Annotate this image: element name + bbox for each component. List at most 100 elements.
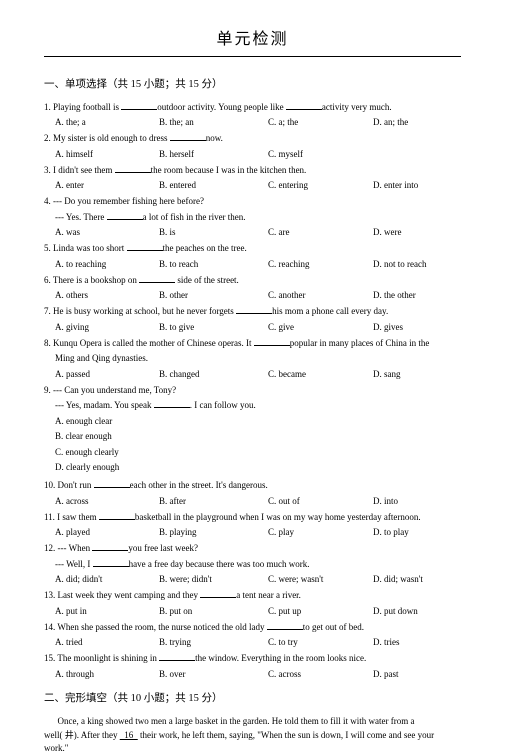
option: D. into (373, 495, 398, 509)
section2-heading: 二、完形填空（共 10 小题；共 15 分） (44, 691, 461, 707)
option: C. across (268, 668, 373, 682)
question-options: A. to reachingB. to reachC. reachingD. n… (55, 258, 461, 272)
option: B. is (159, 226, 268, 240)
question-stem: 6. There is a bookshop on side of the st… (44, 274, 461, 288)
question-3: 3. I didn't see them the room because I … (44, 164, 461, 193)
option: D. gives (373, 321, 403, 335)
option: D. the other (373, 289, 416, 303)
question-options: A. himselfB. herselfC. myself (55, 148, 461, 162)
question-14: 14. When she passed the room, the nurse … (44, 621, 461, 650)
passage-line: work." (44, 742, 461, 756)
option: A. was (55, 226, 159, 240)
question-stem: 5. Linda was too short the peaches on th… (44, 242, 461, 256)
question-13: 13. Last week they went camping and they… (44, 589, 461, 618)
option: B. entered (159, 179, 268, 193)
question-stem: 13. Last week they went camping and they… (44, 589, 461, 603)
question-stem-line: --- Yes. There a lot of fish in the rive… (55, 211, 461, 225)
option: A. across (55, 495, 159, 509)
question-stem-line: 4. --- Do you remember fishing here befo… (44, 195, 461, 209)
option: B. over (159, 668, 268, 682)
option: C. out of (268, 495, 373, 509)
option: C. to try (268, 636, 373, 650)
option: C. reaching (268, 258, 373, 272)
option: C. a; the (268, 116, 373, 130)
question-stem-line: --- Well, I have a free day because ther… (55, 558, 461, 572)
question-options: A. othersB. otherC. anotherD. the other (55, 289, 461, 303)
question-stem: 8. Kunqu Opera is called the mother of C… (44, 337, 461, 351)
title-rule (44, 56, 461, 57)
question-options: A. did; didn'tB. were; didn'tC. were; wa… (55, 573, 461, 587)
question-options: A. playedB. playingC. playD. to play (55, 526, 461, 540)
option: B. playing (159, 526, 268, 540)
option: B. the; an (159, 116, 268, 130)
question-options: A. throughB. overC. acrossD. past (55, 668, 461, 682)
option: D. were (373, 226, 402, 240)
option: A. through (55, 668, 159, 682)
question-1: 1. Playing football is outdoor activity.… (44, 101, 461, 130)
option: B. were; didn't (159, 573, 268, 587)
option: B. to give (159, 321, 268, 335)
option: C. play (268, 526, 373, 540)
question-stem: 11. I saw them basketball in the playgro… (44, 511, 461, 525)
question-12: 12. --- When you free last week? --- Well… (44, 542, 461, 587)
question-stem-line: --- Yes, madam. You speak . I can follow… (55, 399, 461, 413)
option: B. after (159, 495, 268, 509)
option: A. himself (55, 148, 159, 162)
question-options: A. enough clearB. clear enough C. enough … (55, 415, 461, 477)
option: A. the; a (55, 116, 159, 130)
passage-line: Once, a king showed two men a large bask… (44, 715, 461, 729)
option: C. put up (268, 605, 373, 619)
section1-heading: 一、单项选择（共 15 小题；共 15 分） (44, 77, 461, 93)
option: A. enough clear (55, 415, 268, 429)
option: B. to reach (159, 258, 268, 272)
option: B. trying (159, 636, 268, 650)
question-cont: Ming and Qing dynasties. (55, 352, 461, 366)
question-9: 9. --- Can you understand me, Tony?--- Y… (44, 384, 461, 477)
option: D. sang (373, 368, 401, 382)
question-stem: 7. He is busy working at school, but he … (44, 305, 461, 319)
question-stem: 2. My sister is old enough to dress now. (44, 132, 461, 146)
question-15: 15. The moonlight is shining in the wind… (44, 652, 461, 681)
option: C. are (268, 226, 373, 240)
option: A. did; didn't (55, 573, 159, 587)
option: C. were; wasn't (268, 573, 373, 587)
option: A. giving (55, 321, 159, 335)
page-title: 单元检测 (44, 28, 461, 52)
question-options: A. acrossB. afterC. out ofD. into (55, 495, 461, 509)
option: A. enter (55, 179, 159, 193)
option: D. clearly enough (55, 461, 268, 475)
option: C. myself (268, 148, 373, 162)
option: C. entering (268, 179, 373, 193)
question-options: A. givingB. to giveC. giveD. gives (55, 321, 461, 335)
option: A. others (55, 289, 159, 303)
question-stem: 15. The moonlight is shining in the wind… (44, 652, 461, 666)
option: A. put in (55, 605, 159, 619)
option: A. passed (55, 368, 159, 382)
question-2: 2. My sister is old enough to dress now.… (44, 132, 461, 161)
option: C. enough clearly (55, 446, 268, 460)
option: B. other (159, 289, 268, 303)
question-stem: 1. Playing football is outdoor activity.… (44, 101, 461, 115)
question-5: 5. Linda was too short the peaches on th… (44, 242, 461, 271)
question-stem: 14. When she passed the room, the nurse … (44, 621, 461, 635)
option: A. tried (55, 636, 159, 650)
option: C. another (268, 289, 373, 303)
question-options: A. triedB. tryingC. to tryD. tries (55, 636, 461, 650)
question-8: 8. Kunqu Opera is called the mother of C… (44, 337, 461, 382)
option: B. clear enough (55, 430, 268, 444)
question-4: 4. --- Do you remember fishing here befo… (44, 195, 461, 240)
question-stem: 3. I didn't see them the room because I … (44, 164, 461, 178)
question-stem: 10. Don't run each other in the street. … (44, 479, 461, 493)
option: D. past (373, 668, 399, 682)
question-options: A. put inB. put onC. put upD. put down (55, 605, 461, 619)
option: B. changed (159, 368, 268, 382)
option: D. not to reach (373, 258, 426, 272)
option: A. to reaching (55, 258, 159, 272)
question-10: 10. Don't run each other in the street. … (44, 479, 461, 508)
question-stem-line: 9. --- Can you understand me, Tony? (44, 384, 461, 398)
question-stem-line: 12. --- When you free last week? (44, 542, 461, 556)
question-7: 7. He is busy working at school, but he … (44, 305, 461, 334)
option: C. became (268, 368, 373, 382)
option: D. put down (373, 605, 418, 619)
question-options: A. passedB. changedC. becameD. sang (55, 368, 461, 382)
